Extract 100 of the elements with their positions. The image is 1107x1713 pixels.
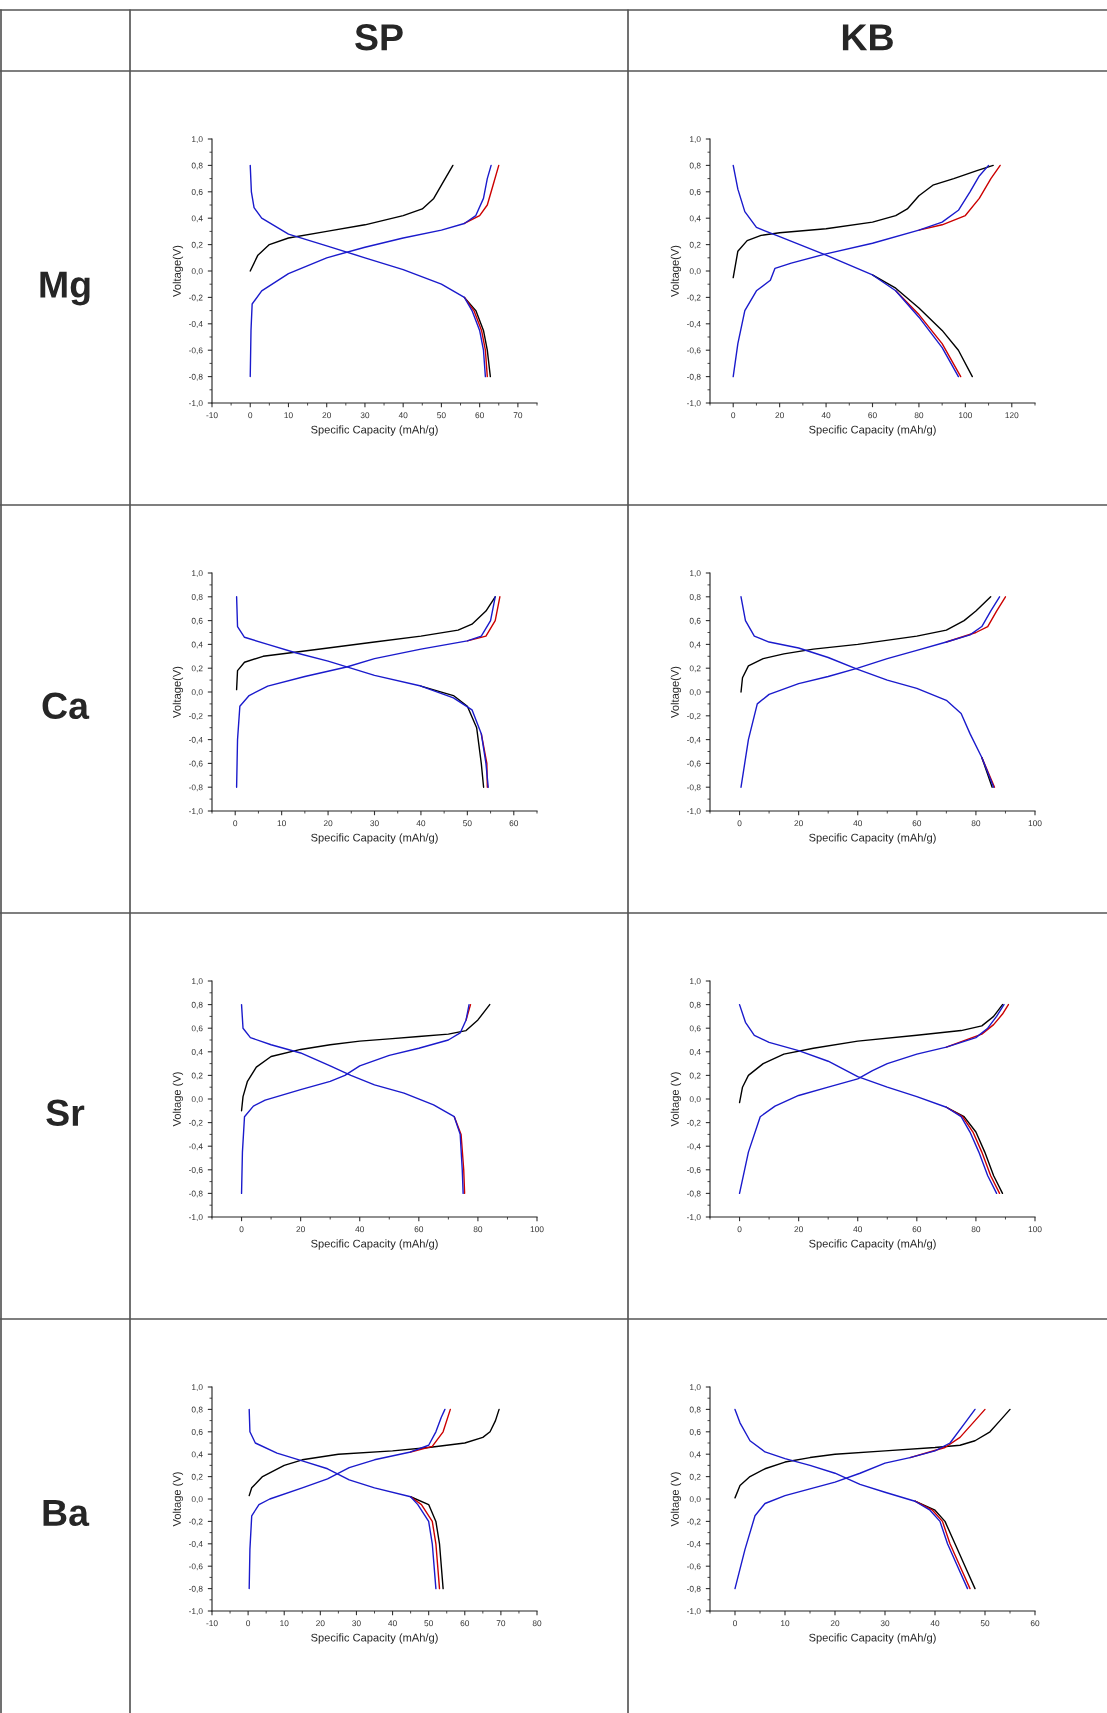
y-tick-label: 1,0 <box>690 136 701 144</box>
y-tick-label: 0,6 <box>689 189 701 196</box>
x-tick-label: 20 <box>323 820 333 827</box>
y-tick-label: 0,6 <box>689 617 701 625</box>
x-tick-label: 40 <box>853 820 863 827</box>
line-series <box>466 596 501 642</box>
y-tick-label: 0,8 <box>191 594 203 601</box>
text: Sr <box>46 1099 85 1127</box>
y-tick-label: 0,8 <box>689 1406 701 1414</box>
y-tick-label: 0,4 <box>689 641 701 649</box>
text: SP <box>355 24 403 51</box>
y-tick-label: 0,6 <box>191 617 203 625</box>
line-series <box>740 596 992 693</box>
y-tick-label: -1,0 <box>686 808 701 816</box>
y-tick-label: 1,0 <box>192 570 203 578</box>
line-series <box>249 164 454 272</box>
x-tick-label: 60 <box>1030 1620 1040 1627</box>
y-tick-label: 0,4 <box>191 1049 203 1056</box>
text: Ca <box>42 692 90 720</box>
y-tick-label: -0,4 <box>188 736 203 744</box>
line-series <box>235 596 496 691</box>
x-tick-label: 50 <box>463 820 472 827</box>
x-tick-label: 20 <box>296 1226 305 1233</box>
x-tick-label: 20 <box>775 412 784 419</box>
x-tick-label: 0 <box>737 1226 742 1233</box>
x-tick-label: 30 <box>360 412 370 419</box>
x-tick-label: 30 <box>370 820 379 827</box>
x-tick-label: 40 <box>930 1620 940 1627</box>
y-tick-label: -0,6 <box>188 1563 203 1571</box>
y-tick-label: 0,8 <box>689 594 701 601</box>
x-tick-label: 30 <box>352 1620 361 1627</box>
y-tick-label: -0,6 <box>686 1167 701 1174</box>
x-axis-title: Specific Capacity (mAh/g) <box>311 1633 438 1644</box>
y-tick-label: 0,4 <box>191 215 203 223</box>
y-tick-label: 0,2 <box>191 665 203 673</box>
y-tick-label: -0,6 <box>188 760 203 768</box>
x-tick-label: 40 <box>853 1226 863 1233</box>
y-tick-label: -1,0 <box>686 400 701 408</box>
line-series <box>240 1003 491 1112</box>
x-axis-title: Specific Capacity (mAh/g) <box>311 1239 438 1250</box>
x-tick-label: 80 <box>473 1226 483 1233</box>
y-tick-label: 0,0 <box>191 268 203 276</box>
x-tick-label: 100 <box>959 412 972 419</box>
y-tick-label: -0,8 <box>686 1190 701 1198</box>
y-tick-label: 0,4 <box>191 641 203 649</box>
x-tick-label: 60 <box>414 1226 424 1233</box>
y-tick-label: -0,4 <box>686 736 701 744</box>
x-tick-label: 60 <box>912 820 922 827</box>
y-tick-label: -0,8 <box>188 373 203 381</box>
y-tick-label: -0,2 <box>686 294 701 302</box>
y-tick-label: 0,4 <box>689 215 701 223</box>
x-tick-label: 40 <box>398 412 408 419</box>
x-axis-title: Specific Capacity (mAh/g) <box>311 425 438 436</box>
y-tick-label: 1,0 <box>192 978 203 986</box>
y-tick-label: 0,8 <box>689 1001 701 1009</box>
x-tick-label: 100 <box>530 1226 544 1233</box>
y-tick-label: -0,2 <box>188 713 203 720</box>
y-axis-title: Voltage(V) <box>670 245 682 297</box>
x-tick-label: 30 <box>880 1620 890 1627</box>
y-tick-label: -0,4 <box>188 321 203 328</box>
y-tick-label: 0,2 <box>689 665 701 673</box>
x-tick-label: 100 <box>1028 820 1042 827</box>
y-tick-label: 1,0 <box>192 1384 203 1392</box>
line-series <box>734 1408 1011 1499</box>
y-tick-label: -0,4 <box>686 1541 701 1548</box>
y-tick-label: 0,0 <box>191 1496 203 1504</box>
y-tick-label: 0,4 <box>689 1451 701 1459</box>
x-tick-label: 50 <box>437 412 446 419</box>
x-tick-label: 10 <box>277 820 286 827</box>
y-axis-title: Voltage (V) <box>172 1472 184 1527</box>
x-axis-title: Specific Capacity (mAh/g) <box>809 425 936 436</box>
line-series <box>732 164 994 279</box>
y-tick-label: 0,6 <box>191 1429 203 1436</box>
y-tick-label: -0,6 <box>686 760 701 768</box>
y-tick-label: 0,6 <box>191 189 203 196</box>
line-series <box>420 685 485 788</box>
x-tick-label: 20 <box>794 1226 803 1233</box>
x-tick-label: 60 <box>868 412 877 419</box>
y-tick-label: 0,0 <box>689 1496 701 1504</box>
x-tick-label: -10 <box>206 1620 218 1627</box>
y-tick-label: -0,6 <box>686 347 701 355</box>
y-tick-label: 1,0 <box>690 570 701 578</box>
y-tick-label: 0,4 <box>191 1451 203 1459</box>
text: KB <box>842 24 893 51</box>
x-tick-label: 20 <box>830 1620 840 1627</box>
x-tick-label: 0 <box>233 820 238 827</box>
y-tick-label: -1,0 <box>686 1608 701 1616</box>
x-tick-label: 100 <box>1028 1226 1042 1233</box>
x-tick-label: 80 <box>914 412 924 419</box>
x-tick-label: 10 <box>284 412 293 419</box>
x-tick-label: 10 <box>781 1620 790 1627</box>
x-tick-label: 60 <box>475 412 484 419</box>
x-tick-label: 60 <box>509 820 519 827</box>
y-tick-label: -1,0 <box>188 1608 203 1616</box>
y-tick-label: 0,8 <box>191 1001 203 1009</box>
y-tick-label: 1,0 <box>192 136 203 144</box>
x-tick-label: 0 <box>248 412 253 419</box>
y-axis-title: Voltage (V) <box>670 1472 682 1527</box>
y-tick-label: 0,6 <box>689 1025 701 1033</box>
x-tick-label: 10 <box>280 1620 289 1627</box>
